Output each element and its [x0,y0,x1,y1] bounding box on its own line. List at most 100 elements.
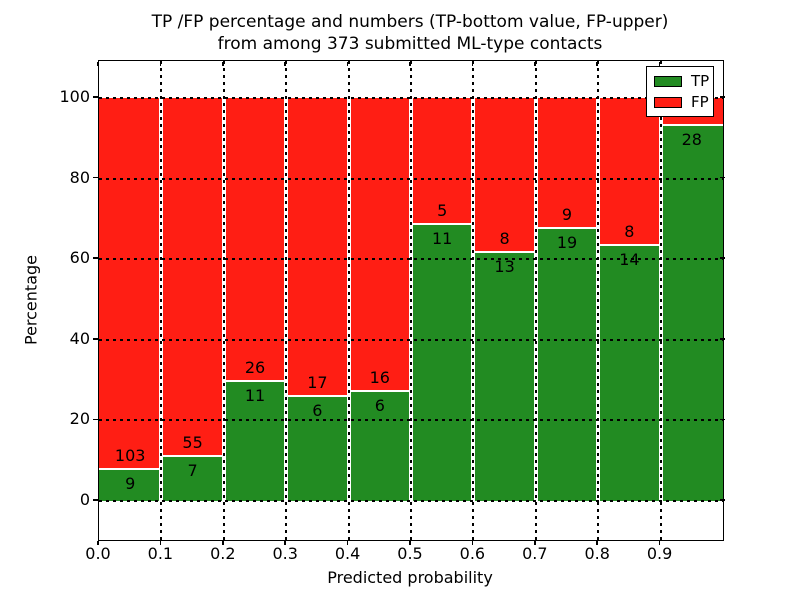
x-tick-mark [284,540,286,545]
horizontal-gridline [99,419,723,422]
x-tick-mark-top [346,61,349,66]
x-tick-mark-top [97,61,99,66]
vertical-gridline [285,61,288,540]
y-tick-mark [93,176,98,179]
bar-segment-tp [600,245,659,501]
chart-title-line1: TP /FP percentage and numbers (TP-bottom… [151,12,669,32]
x-tick-mark [471,540,474,545]
x-tick-label: 0.9 [646,544,673,563]
bar-count-tp: 11 [432,228,453,248]
x-tick-mark-top [534,61,536,66]
bar-count-fp: 55 [182,432,203,452]
y-tick-label: 0 [79,490,90,509]
legend-label-tp: TP [691,72,710,90]
bar-segment-fp [413,98,472,223]
x-tick-mark [346,540,349,545]
x-tick-mark-top [596,61,598,66]
y-tick-mark [93,257,98,259]
vertical-gridline [410,61,412,540]
x-tick-label: 0.4 [334,544,361,563]
y-tick-mark [93,418,98,421]
horizontal-gridline [99,338,723,341]
x-tick-mark [97,540,99,545]
bar-count-fp: 8 [624,221,635,241]
bar-segment-fp [475,98,534,251]
bar-count-tp: 7 [187,460,198,480]
bar-segment-fp [288,98,347,395]
x-tick-mark-top [159,61,162,66]
vertical-gridline [534,61,537,540]
bar-count-fp: 26 [244,358,266,378]
x-axis-label: Predicted probability [327,568,493,587]
legend-item-fp: FP [654,93,709,111]
x-tick-label: 0.7 [522,544,548,563]
vertical-gridline [160,61,163,540]
y-tick-mark-right [720,176,725,179]
x-tick-label: 0.2 [210,544,236,563]
y-tick-mark-right [720,418,725,421]
x-tick-mark [159,540,162,545]
x-tick-label: 0.3 [272,544,298,563]
x-tick-mark [534,540,536,545]
y-tick-mark [93,338,98,340]
bar-segment-fp [350,98,409,391]
horizontal-gridline [99,258,723,261]
y-tick-mark-right [720,257,725,259]
bar-count-tp: 6 [374,396,385,416]
bar-count-tp: 28 [681,129,702,149]
bar-segment-fp [225,98,285,381]
x-tick-mark-top [284,61,286,66]
x-tick-mark-top [409,61,411,66]
x-tick-label: 0.0 [85,544,111,563]
bar-count-tp: 11 [244,386,266,406]
bar-segment-tp [662,125,723,501]
x-tick-label: 0.6 [459,544,486,563]
x-tick-mark [596,540,598,545]
vertical-gridline [347,61,350,540]
y-tick-mark-right [720,96,725,98]
legend: TP FP [646,66,714,117]
x-tick-label: 0.1 [147,544,174,563]
chart-title: TP /FP percentage and numbers (TP-bottom… [98,11,722,55]
bar-count-tp: 14 [619,249,640,269]
bar-count-tp: 19 [556,232,578,252]
legend-label-fp: FP [691,93,709,111]
bar-segment-tp [288,396,347,501]
bar-segment-fp [537,98,597,227]
x-tick-label: 0.5 [397,544,423,563]
vertical-gridline [472,61,475,540]
x-tick-mark [222,540,224,545]
bar-segment-tp [99,469,160,501]
horizontal-gridline [99,500,723,502]
bar-segment-fp [99,98,160,468]
x-tick-mark-top [471,61,474,66]
vertical-gridline [597,61,600,540]
bar-count-tp: 6 [312,400,323,420]
horizontal-gridline [99,177,723,180]
bar-count-fp: 5 [437,200,448,220]
y-tick-label: 40 [69,328,90,348]
bar-count-tp: 9 [125,473,136,493]
vertical-gridline [659,61,662,540]
bar-segment-fp [163,98,222,455]
bar-segment-tp [537,228,597,501]
bar-count-fp: 9 [561,204,573,224]
x-tick-mark [658,540,661,545]
bar-segment-tp [163,456,222,501]
chart-title-line2: from among 373 submitted ML-type contact… [217,34,603,54]
bar-count-fp: 17 [307,372,328,392]
x-tick-label: 0.8 [584,544,610,563]
y-tick-label: 20 [69,409,90,429]
legend-item-tp: TP [654,72,710,90]
bar-segment-fp [600,98,659,244]
bar-segment-tp [475,252,534,501]
y-tick-mark [93,96,98,98]
bar-segment-tp [413,224,472,501]
plot-area: 10395572611176166511813919814228 [98,60,724,541]
vertical-gridline [222,61,225,540]
x-tick-mark [409,540,411,545]
tp-color-swatch [654,76,682,87]
fp-color-swatch [654,97,682,108]
bar-count-fp: 8 [499,228,510,248]
